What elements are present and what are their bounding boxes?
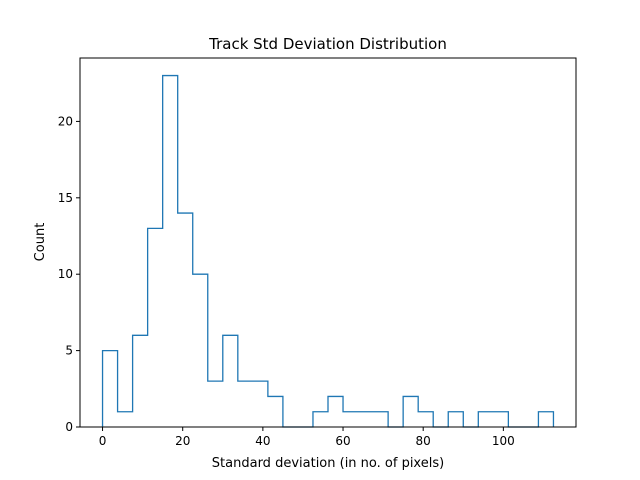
histogram-bin — [103, 351, 118, 427]
histogram-bin — [208, 381, 223, 427]
histogram-bin — [313, 412, 328, 427]
x-tick-label: 40 — [255, 434, 270, 448]
y-tick-label: 20 — [58, 114, 73, 128]
histogram-bin — [193, 274, 208, 427]
histogram-bin — [448, 412, 463, 427]
histogram-bin — [478, 412, 493, 427]
histogram-bin — [373, 412, 388, 427]
axes-layer: 0 20 40 60 80 100 0 5 10 15 20 — [58, 57, 577, 448]
x-tick-label: 0 — [99, 434, 107, 448]
histogram-bin — [223, 335, 238, 427]
y-tick-label: 0 — [65, 420, 73, 434]
x-tick-label: 60 — [335, 434, 350, 448]
histogram-bin — [148, 228, 163, 427]
histogram-bin — [493, 412, 508, 427]
x-tick-label: 20 — [175, 434, 190, 448]
histogram-bin — [328, 396, 343, 427]
histogram-bin — [163, 76, 178, 427]
x-axis-label: Standard deviation (in no. of pixels) — [212, 456, 444, 471]
histogram-bin — [538, 412, 553, 427]
y-tick-label: 5 — [65, 344, 73, 358]
y-tick-label: 15 — [58, 191, 73, 205]
axes-frame — [79, 57, 577, 428]
chart-title: Track Std Deviation Distribution — [208, 35, 447, 53]
histogram-bin — [418, 412, 433, 427]
histogram-bin — [268, 396, 283, 427]
y-axis-label: Count — [33, 223, 48, 262]
histogram-bin — [238, 381, 253, 427]
y-tick-label: 10 — [58, 267, 73, 281]
histogram-bin — [343, 412, 358, 427]
histogram-bin — [253, 381, 268, 427]
histogram-bin — [358, 412, 373, 427]
histogram-bin — [118, 412, 133, 427]
histogram-bin — [403, 396, 418, 427]
x-tick-label: 80 — [416, 434, 431, 448]
histogram-bin — [178, 213, 193, 427]
histogram-bin — [133, 335, 148, 427]
x-tick-label: 100 — [492, 434, 515, 448]
